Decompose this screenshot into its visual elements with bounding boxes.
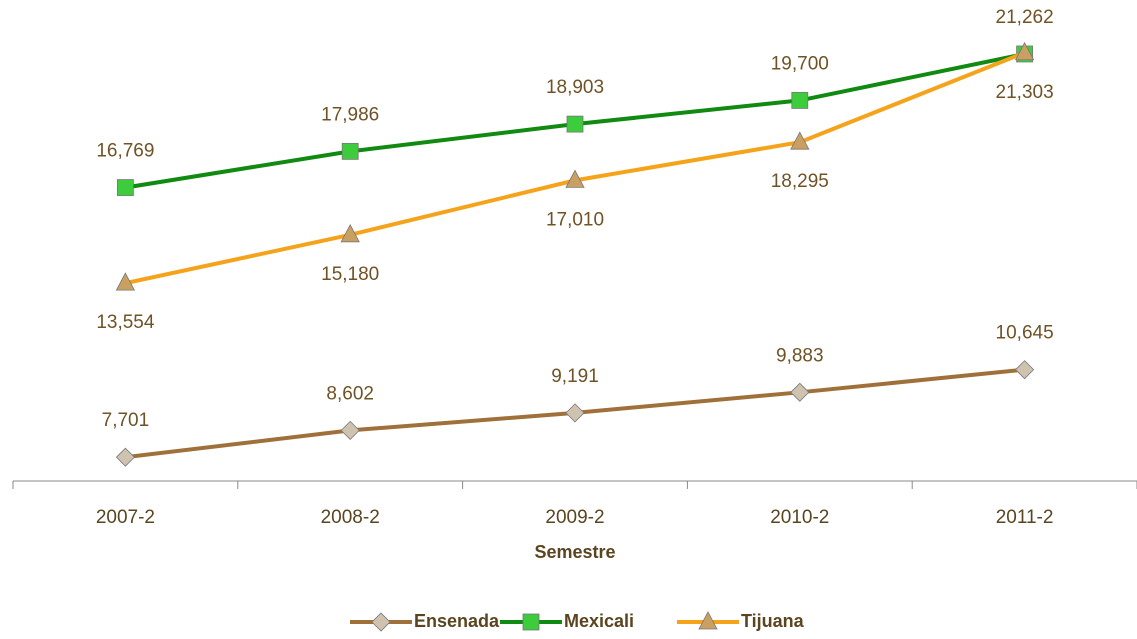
data-label: 21,262	[996, 7, 1054, 28]
data-label: 8,602	[326, 383, 374, 404]
data-point	[115, 272, 136, 291]
data-point	[1014, 41, 1035, 61]
legend-label: Ensenada	[414, 611, 500, 631]
data-label: 16,769	[96, 141, 154, 162]
legend-label: Mexicali	[564, 611, 634, 631]
x-tick-label: 2009-2	[545, 507, 604, 528]
x-tick-label: 2010-2	[770, 507, 829, 528]
data-label: 13,554	[96, 312, 155, 333]
data-point	[565, 169, 585, 188]
data-label: 15,180	[321, 264, 379, 285]
data-point	[1015, 360, 1035, 380]
data-point	[341, 142, 359, 160]
legend-marker	[698, 611, 718, 630]
data-point	[565, 403, 585, 423]
data-point	[115, 447, 135, 467]
data-label: 21,303	[996, 82, 1054, 103]
legend-marker	[371, 612, 391, 632]
data-label: 19,700	[771, 53, 829, 74]
x-tick-label: 2007-2	[96, 507, 155, 528]
x-tick-label: 2011-2	[996, 507, 1054, 528]
data-label: 9,883	[776, 345, 824, 366]
legend-label: Tijuana	[741, 611, 805, 631]
data-label: 17,010	[546, 209, 604, 230]
data-point	[790, 131, 810, 150]
x-tick-label: 2008-2	[321, 507, 380, 528]
data-label: 18,295	[771, 171, 829, 192]
data-label: 17,986	[321, 104, 379, 125]
data-point	[340, 223, 360, 243]
legend-marker	[522, 613, 540, 631]
data-point	[117, 179, 134, 196]
x-axis-title: Semestre	[534, 542, 615, 562]
data-label: 10,645	[996, 323, 1054, 344]
data-point	[791, 92, 809, 109]
data-point	[340, 420, 360, 440]
data-label: 7,701	[102, 410, 150, 431]
data-label: 9,191	[551, 366, 599, 387]
data-point	[790, 382, 810, 402]
data-point	[566, 115, 584, 133]
data-label: 18,903	[546, 77, 604, 98]
